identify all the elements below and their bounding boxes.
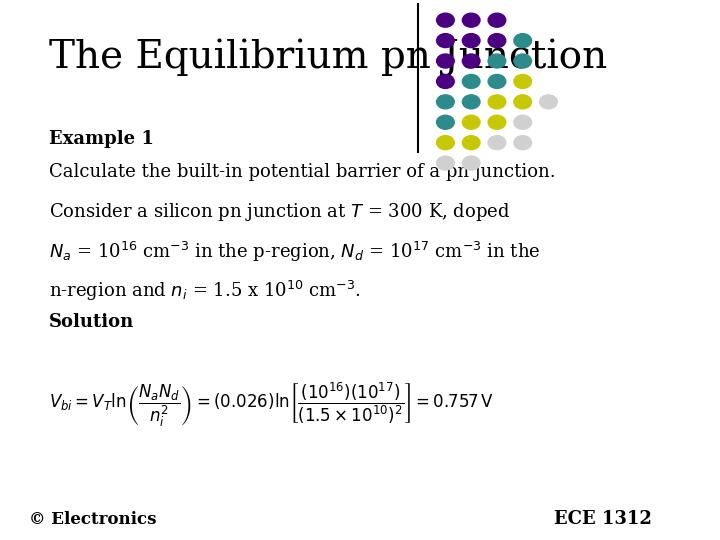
Circle shape [488, 13, 505, 27]
Circle shape [514, 136, 531, 150]
Circle shape [488, 95, 505, 109]
Circle shape [436, 54, 454, 68]
Text: Solution: Solution [49, 313, 134, 331]
Circle shape [514, 115, 531, 129]
Circle shape [436, 115, 454, 129]
Text: Example 1: Example 1 [49, 130, 153, 148]
Circle shape [462, 156, 480, 170]
Circle shape [514, 33, 531, 48]
Text: $\mathit{N_a}$ = 10$^{16}$ cm$^{-3}$ in the p-region, $\mathit{N_d}$ = 10$^{17}$: $\mathit{N_a}$ = 10$^{16}$ cm$^{-3}$ in … [49, 240, 541, 264]
Text: ECE 1312: ECE 1312 [554, 510, 652, 528]
Circle shape [514, 95, 531, 109]
Text: Consider a silicon pn junction at $\mathit{T}$ = 300 K, doped: Consider a silicon pn junction at $\math… [49, 201, 510, 223]
Circle shape [514, 75, 531, 89]
Circle shape [436, 156, 454, 170]
Text: $V_{bi} = V_T \ln\!\left(\dfrac{N_a N_d}{n_i^2}\right) = (0.026)\ln\!\left[\dfra: $V_{bi} = V_T \ln\!\left(\dfrac{N_a N_d}… [49, 380, 494, 429]
Circle shape [462, 54, 480, 68]
Text: n-region and $\mathit{n_i}$ = 1.5 x 10$^{10}$ cm$^{-3}$.: n-region and $\mathit{n_i}$ = 1.5 x 10$^… [49, 279, 361, 303]
Circle shape [514, 54, 531, 68]
Circle shape [462, 95, 480, 109]
Circle shape [488, 33, 505, 48]
Circle shape [462, 75, 480, 89]
Circle shape [488, 54, 505, 68]
Circle shape [462, 33, 480, 48]
Circle shape [436, 13, 454, 27]
Circle shape [488, 136, 505, 150]
Circle shape [436, 95, 454, 109]
Circle shape [488, 115, 505, 129]
Circle shape [488, 75, 505, 89]
Circle shape [436, 33, 454, 48]
Text: The Equilibrium pn Junction: The Equilibrium pn Junction [49, 39, 607, 77]
Circle shape [540, 95, 557, 109]
Circle shape [462, 13, 480, 27]
Circle shape [436, 136, 454, 150]
Circle shape [436, 75, 454, 89]
Circle shape [462, 115, 480, 129]
Circle shape [462, 136, 480, 150]
Text: © Electronics: © Electronics [29, 511, 156, 528]
Text: Calculate the built-in potential barrier of a pn junction.: Calculate the built-in potential barrier… [49, 163, 555, 180]
